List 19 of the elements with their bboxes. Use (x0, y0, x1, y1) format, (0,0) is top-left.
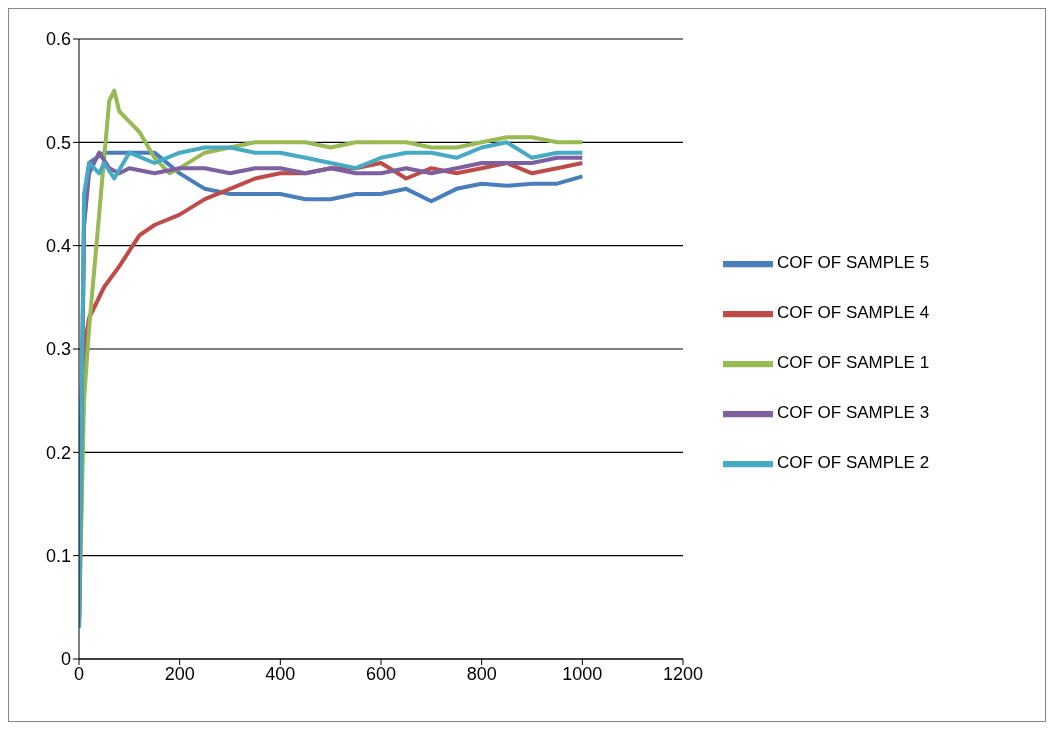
y-tick-label: 0.4 (45, 236, 71, 257)
y-tick-label: 0.1 (45, 546, 71, 567)
y-tick-label: 0.2 (45, 442, 71, 463)
legend-label: COF OF SAMPLE 5 (777, 253, 930, 273)
x-tick-label: 1000 (562, 663, 603, 684)
y-tick-label: 0.5 (45, 132, 71, 153)
legend-label: COF OF SAMPLE 4 (777, 303, 930, 323)
x-tick-label: 800 (466, 663, 497, 684)
y-tick-label: 0 (60, 649, 71, 670)
x-tick-label: 600 (365, 663, 397, 684)
x-tick-label: 0 (73, 663, 85, 684)
legend-label: COF OF SAMPLE 1 (777, 353, 930, 373)
y-tick-label: 0.6 (45, 29, 71, 50)
legend-label: COF OF SAMPLE 2 (777, 453, 930, 473)
y-tick-label: 0.3 (45, 339, 71, 360)
x-tick-label: 400 (265, 663, 296, 684)
x-tick-label: 200 (164, 663, 195, 684)
x-tick-label: 1200 (662, 663, 704, 684)
legend-label: COF OF SAMPLE 3 (777, 403, 930, 423)
